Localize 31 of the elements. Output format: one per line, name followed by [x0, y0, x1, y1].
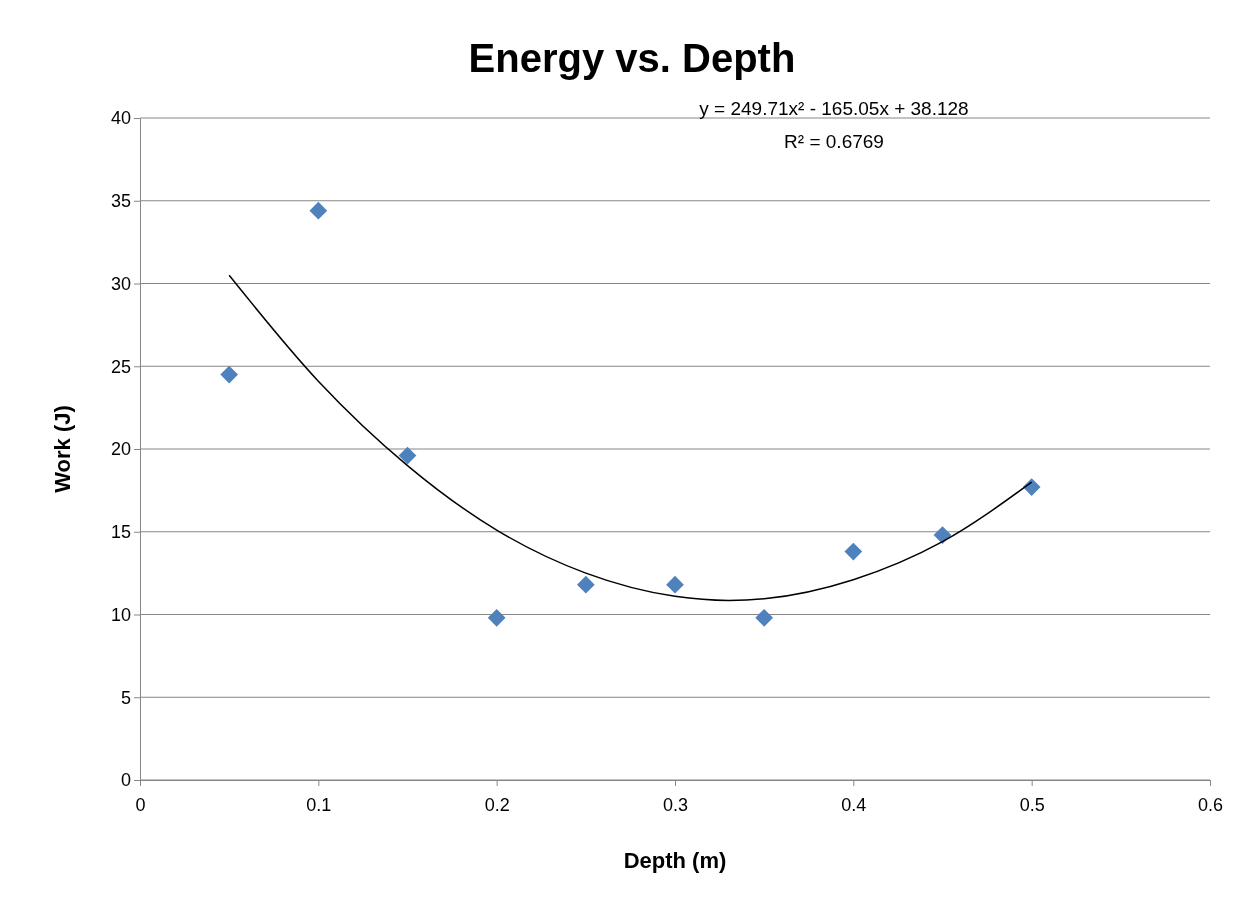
y-tick-label: 30 — [110, 273, 131, 294]
point — [933, 526, 952, 544]
x-tick-label: 0.6 — [1197, 794, 1224, 815]
y-tick-label: 25 — [110, 356, 131, 377]
point — [309, 201, 328, 220]
y-tick-label: 35 — [110, 191, 131, 212]
x-tick-label: 0.3 — [662, 794, 689, 815]
annotation: R² = 0.6769 — [784, 131, 884, 152]
point — [576, 575, 595, 594]
point — [666, 575, 684, 594]
y-tick-label: 40 — [110, 108, 131, 129]
point — [844, 542, 863, 561]
y-tick-label: 5 — [120, 687, 131, 708]
annotation: y = 249.71x² - 165.05x + 38.128 — [699, 98, 969, 119]
y-tick-label: 15 — [110, 522, 131, 543]
point — [755, 608, 774, 627]
x-tick-label: 0.2 — [484, 794, 510, 815]
point — [1022, 478, 1041, 496]
x-tick-label: 0 — [135, 794, 146, 815]
y-axis-title: Work (J) — [50, 405, 75, 493]
x-tick-label: 0.4 — [841, 794, 867, 815]
x-axis-title: Depth (m) — [623, 848, 727, 873]
x-tick-label: 0.1 — [306, 794, 332, 815]
x-tick-label: 0.5 — [1019, 794, 1045, 815]
point — [220, 365, 239, 384]
y-tick-label: 0 — [120, 770, 131, 791]
point — [487, 608, 506, 627]
y-tick-label: 20 — [110, 439, 131, 460]
y-tick-label: 10 — [110, 604, 131, 625]
chart-title: Energy vs. Depth — [468, 36, 796, 80]
point — [398, 446, 417, 465]
